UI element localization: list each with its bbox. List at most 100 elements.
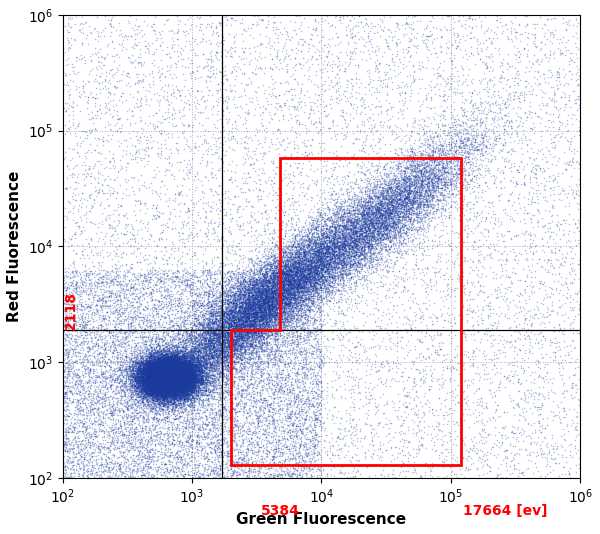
Point	[304, 330, 313, 339]
Point	[76, 377, 86, 386]
Point	[283, 311, 292, 320]
Point	[148, 364, 157, 372]
Point	[294, 288, 304, 296]
Point	[142, 386, 151, 394]
Point	[221, 45, 230, 54]
Point	[156, 378, 166, 387]
Point	[163, 364, 172, 372]
Point	[317, 213, 327, 221]
Point	[512, 349, 522, 358]
Point	[155, 383, 165, 392]
Point	[220, 322, 229, 331]
Point	[307, 442, 317, 450]
Point	[162, 376, 172, 385]
Point	[152, 375, 161, 384]
Point	[272, 304, 282, 313]
Point	[166, 337, 175, 345]
Point	[178, 386, 187, 394]
Point	[241, 342, 250, 351]
Point	[384, 210, 394, 218]
Point	[252, 295, 262, 303]
Point	[159, 380, 169, 388]
Point	[148, 452, 157, 460]
Point	[167, 350, 177, 359]
Point	[166, 367, 175, 376]
Point	[212, 344, 222, 353]
Point	[82, 303, 92, 311]
Point	[309, 273, 319, 282]
Point	[410, 167, 419, 176]
Point	[151, 379, 161, 387]
Point	[99, 345, 109, 354]
Point	[225, 226, 235, 235]
Point	[245, 285, 255, 294]
Point	[328, 256, 338, 265]
Point	[83, 383, 92, 392]
Point	[248, 467, 257, 476]
Point	[187, 378, 196, 386]
Point	[200, 135, 209, 143]
Point	[478, 117, 487, 126]
Point	[223, 295, 232, 304]
Point	[158, 388, 167, 397]
Point	[145, 381, 154, 390]
Point	[145, 356, 155, 365]
Point	[543, 265, 553, 274]
Point	[223, 295, 233, 304]
Point	[301, 440, 311, 449]
Point	[350, 244, 360, 253]
Point	[444, 176, 454, 185]
Point	[335, 276, 345, 285]
Point	[100, 377, 110, 386]
Point	[174, 394, 184, 403]
Point	[243, 307, 253, 316]
Point	[426, 326, 436, 335]
Point	[234, 325, 244, 333]
Point	[172, 359, 182, 368]
Point	[259, 303, 268, 312]
Point	[304, 112, 314, 121]
Point	[356, 225, 366, 233]
Point	[332, 262, 341, 271]
Point	[176, 378, 185, 387]
Point	[154, 373, 164, 381]
Point	[246, 340, 256, 348]
Point	[185, 372, 195, 381]
Point	[417, 182, 427, 190]
Point	[76, 322, 85, 331]
Point	[200, 419, 209, 427]
Point	[83, 409, 92, 417]
Point	[256, 343, 265, 351]
Point	[411, 261, 421, 269]
Point	[157, 359, 166, 367]
Point	[410, 172, 420, 180]
Point	[322, 410, 332, 418]
Point	[337, 229, 347, 238]
Point	[473, 47, 482, 56]
Point	[175, 392, 184, 400]
Point	[109, 206, 119, 214]
Point	[314, 260, 324, 269]
Point	[167, 372, 177, 380]
Point	[187, 343, 197, 352]
Point	[248, 322, 258, 331]
Point	[253, 290, 262, 299]
Point	[296, 271, 305, 279]
Point	[131, 373, 141, 381]
Point	[291, 413, 301, 421]
Point	[138, 374, 148, 383]
Point	[166, 26, 176, 34]
Point	[130, 327, 139, 335]
Point	[322, 469, 332, 478]
Point	[74, 396, 84, 404]
Point	[297, 257, 307, 265]
Point	[411, 168, 421, 177]
Point	[221, 289, 231, 298]
Point	[220, 332, 229, 341]
Point	[149, 372, 158, 380]
Point	[365, 216, 374, 225]
Point	[181, 385, 191, 394]
Point	[146, 370, 156, 379]
Point	[209, 268, 218, 276]
Point	[166, 384, 176, 392]
